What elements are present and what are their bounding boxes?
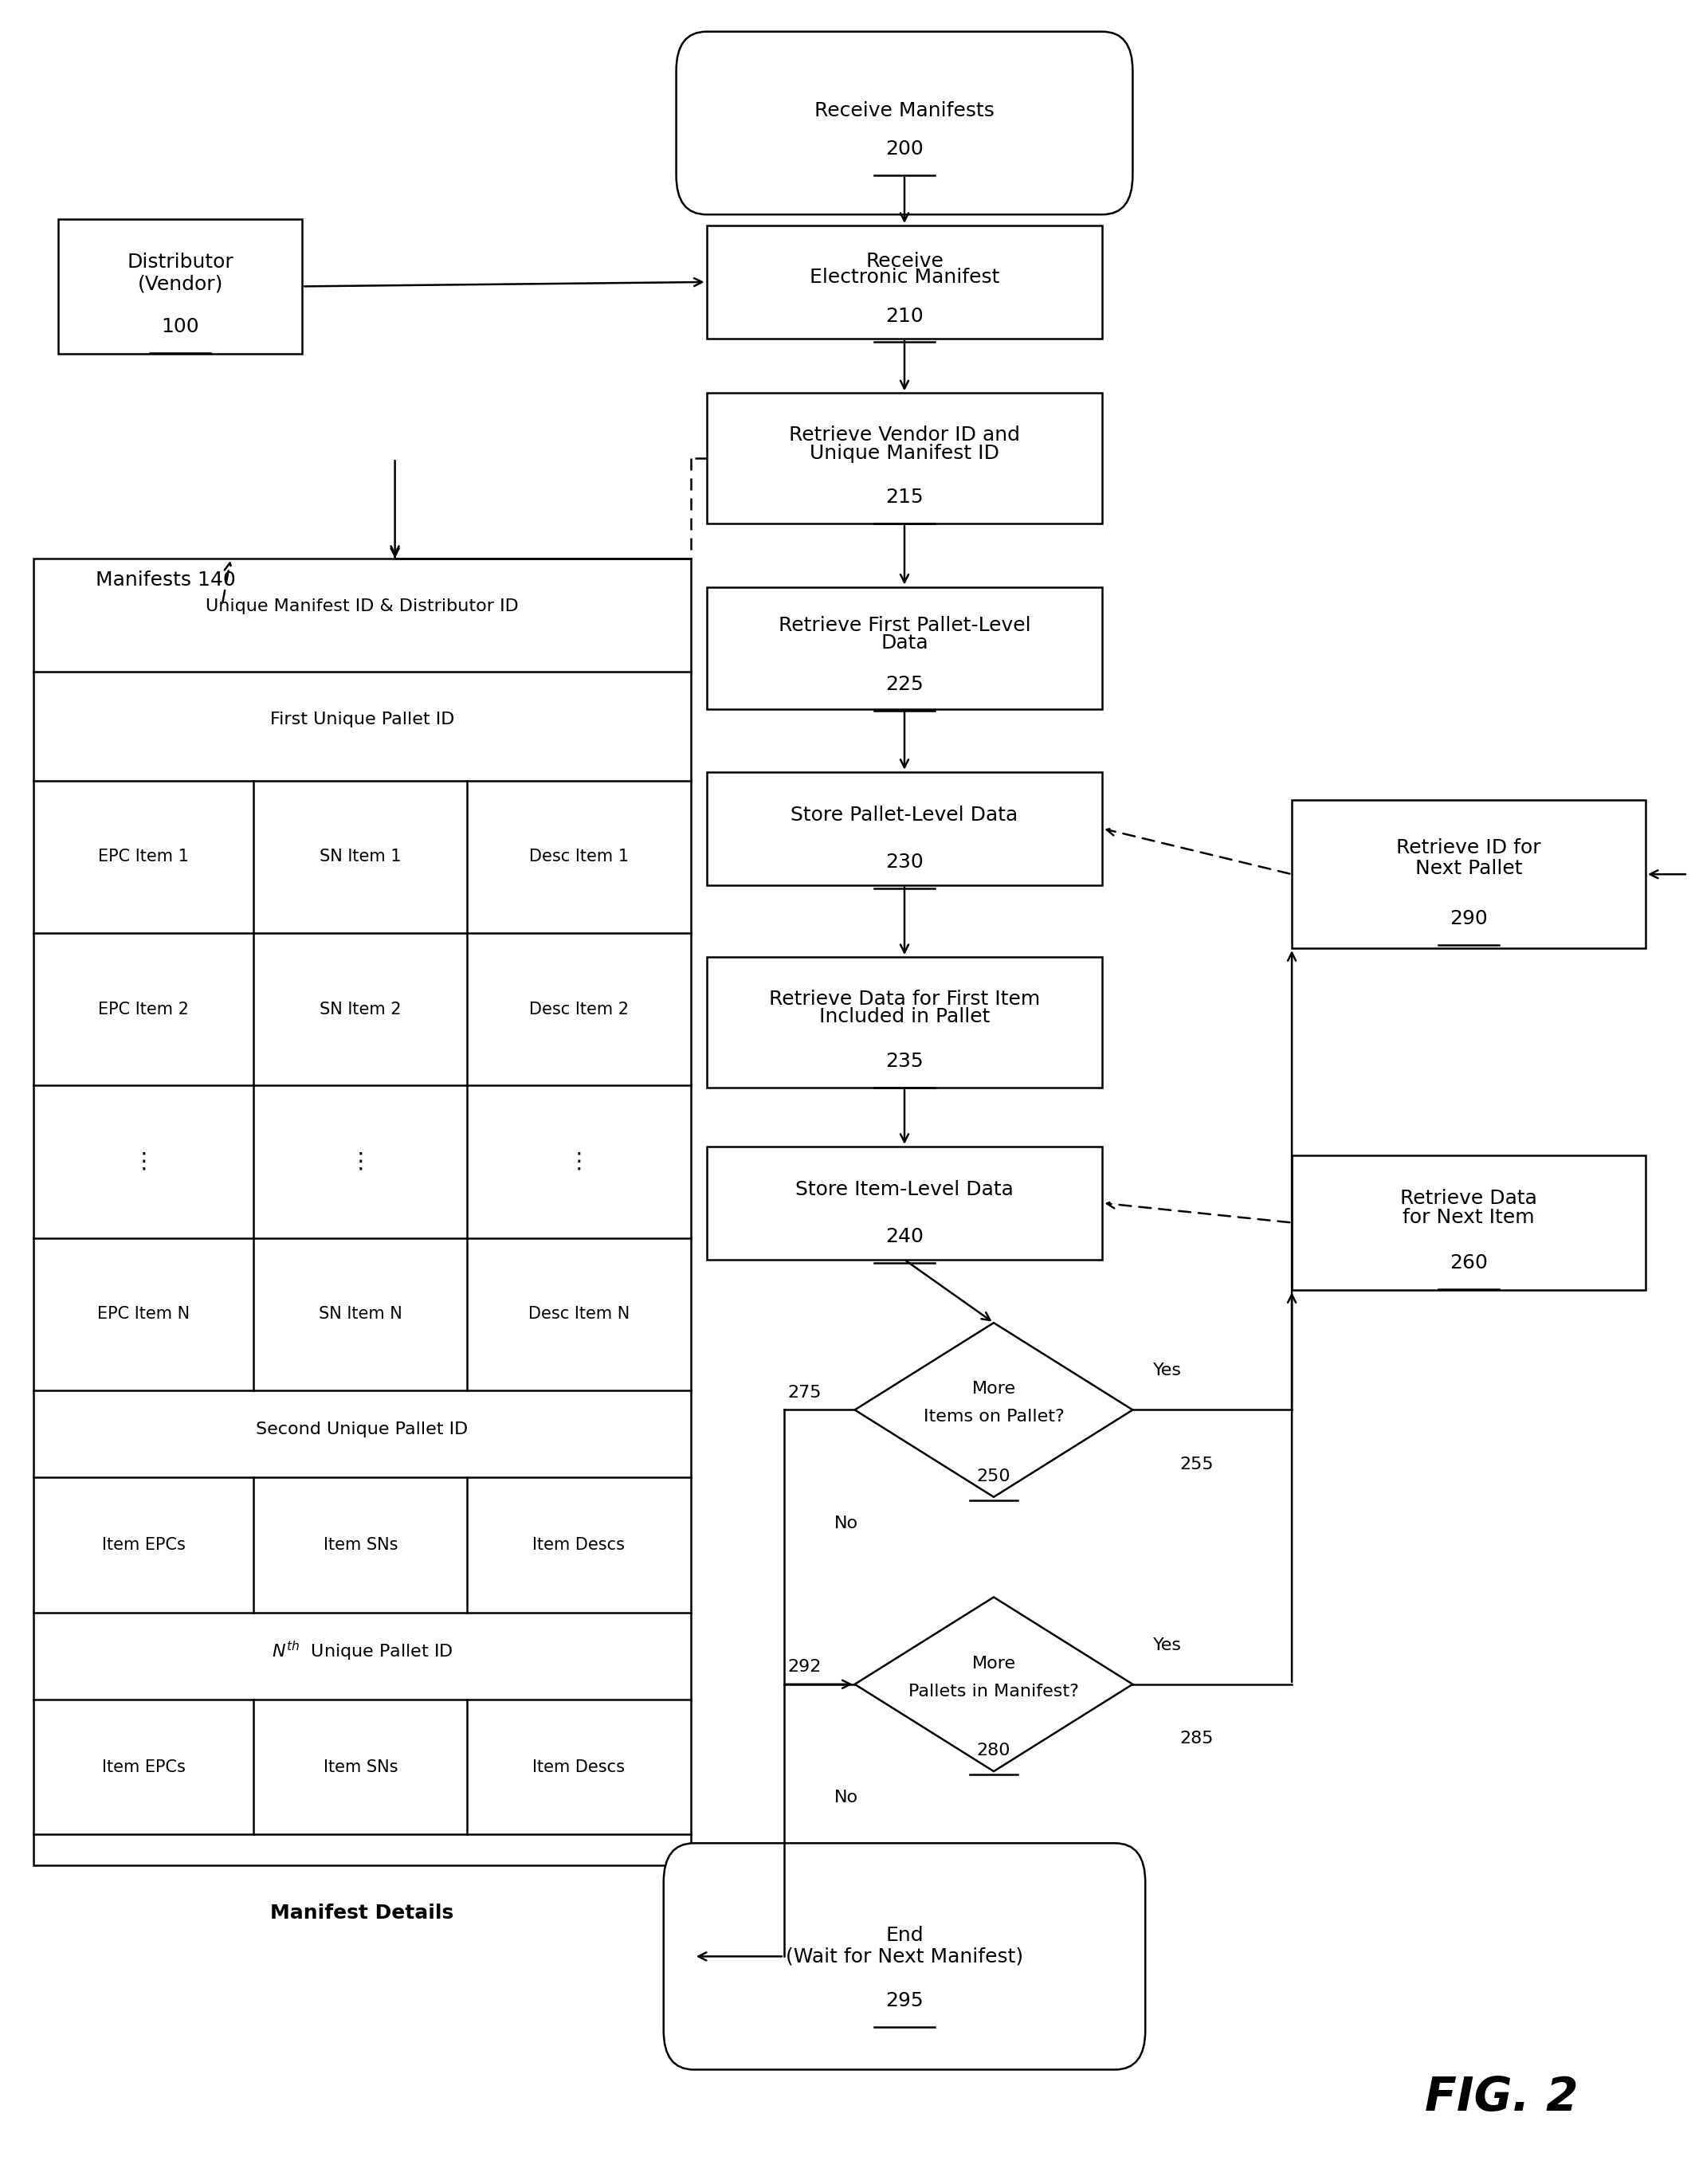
Text: Item EPCs: Item EPCs	[101, 1758, 186, 1776]
Bar	[707, 225, 1103, 339]
Text: EPC Item 1: EPC Item 1	[98, 850, 189, 865]
Text: ⋮: ⋮	[132, 1151, 154, 1173]
Text: $N^{th}$  Unique Pallet ID: $N^{th}$ Unique Pallet ID	[271, 1640, 453, 1664]
Bar	[707, 587, 1103, 710]
Text: More: More	[972, 1380, 1016, 1398]
Text: No: No	[835, 1516, 859, 1531]
FancyBboxPatch shape	[676, 31, 1133, 214]
Text: Manifest Details: Manifest Details	[271, 1902, 453, 1922]
Text: 215: 215	[886, 487, 923, 507]
Text: 235: 235	[886, 1053, 923, 1070]
Text: 280: 280	[977, 1743, 1011, 1758]
Text: Items on Pallet?: Items on Pallet?	[923, 1409, 1064, 1424]
Bar	[1292, 1155, 1645, 1291]
Text: Item Descs: Item Descs	[533, 1538, 626, 1553]
Text: (Wait for Next Manifest): (Wait for Next Manifest)	[786, 1946, 1023, 1966]
Text: Unique Manifest ID & Distributor ID: Unique Manifest ID & Distributor ID	[206, 598, 519, 614]
Text: Receive Manifests: Receive Manifests	[815, 100, 994, 120]
Text: Item EPCs: Item EPCs	[101, 1538, 186, 1553]
Text: Yes: Yes	[1153, 1638, 1182, 1653]
Text: Next Pallet: Next Pallet	[1415, 858, 1522, 878]
FancyBboxPatch shape	[663, 1843, 1145, 2070]
Text: 295: 295	[886, 1992, 923, 2011]
Bar	[707, 1147, 1103, 1260]
Text: 260: 260	[1449, 1254, 1488, 1273]
Text: Unique Manifest ID: Unique Manifest ID	[810, 443, 999, 463]
Bar	[707, 393, 1103, 524]
Text: 240: 240	[886, 1227, 923, 1247]
Text: 285: 285	[1180, 1730, 1214, 1747]
Bar	[1292, 799, 1645, 948]
Bar	[34, 559, 690, 1865]
Text: Yes: Yes	[1153, 1363, 1182, 1378]
Text: EPC Item N: EPC Item N	[98, 1306, 189, 1321]
Text: Desc Item N: Desc Item N	[528, 1306, 629, 1321]
Text: Store Item-Level Data: Store Item-Level Data	[795, 1179, 1013, 1199]
Text: for Next Item: for Next Item	[1404, 1208, 1535, 1227]
Text: Data: Data	[881, 633, 928, 653]
Text: Retrieve Vendor ID and: Retrieve Vendor ID and	[790, 426, 1020, 443]
Text: SN Item 2: SN Item 2	[320, 1000, 401, 1018]
Text: FIG. 2: FIG. 2	[1426, 2075, 1578, 2121]
Text: Desc Item 2: Desc Item 2	[529, 1000, 629, 1018]
Text: 290: 290	[1449, 909, 1488, 928]
Text: Desc Item 1: Desc Item 1	[529, 850, 629, 865]
Text: Receive: Receive	[866, 251, 944, 271]
Text: 255: 255	[1180, 1457, 1214, 1472]
Text: SN Item 1: SN Item 1	[320, 850, 401, 865]
Text: Pallets in Manifest?: Pallets in Manifest?	[908, 1684, 1079, 1699]
Text: 230: 230	[886, 854, 923, 871]
Text: Retrieve First Pallet-Level: Retrieve First Pallet-Level	[778, 616, 1030, 636]
Text: Manifests 140: Manifests 140	[96, 570, 237, 590]
Text: 100: 100	[161, 317, 200, 336]
Text: Retrieve Data: Retrieve Data	[1400, 1188, 1537, 1208]
Text: Item SNs: Item SNs	[323, 1758, 397, 1776]
Bar	[707, 771, 1103, 885]
Text: EPC Item 2: EPC Item 2	[98, 1000, 189, 1018]
Text: Item SNs: Item SNs	[323, 1538, 397, 1553]
Text: 210: 210	[886, 306, 923, 325]
Text: Store Pallet-Level Data: Store Pallet-Level Data	[791, 806, 1018, 826]
Text: Retrieve ID for: Retrieve ID for	[1397, 839, 1541, 856]
Text: No: No	[835, 1789, 859, 1806]
Polygon shape	[854, 1324, 1133, 1496]
Text: 225: 225	[886, 675, 923, 695]
Text: First Unique Pallet ID: First Unique Pallet ID	[271, 712, 455, 727]
Bar	[57, 218, 303, 354]
Text: 200: 200	[886, 140, 923, 159]
Text: (Vendor): (Vendor)	[137, 275, 223, 293]
Text: More: More	[972, 1655, 1016, 1671]
Text: Second Unique Pallet ID: Second Unique Pallet ID	[255, 1422, 468, 1437]
Bar	[707, 957, 1103, 1088]
Text: 275: 275	[788, 1385, 822, 1400]
Text: SN Item N: SN Item N	[318, 1306, 402, 1321]
Text: ⋮: ⋮	[350, 1151, 372, 1173]
Text: End: End	[886, 1926, 923, 1946]
Text: ⋮: ⋮	[568, 1151, 590, 1173]
Polygon shape	[854, 1597, 1133, 1771]
Text: Item Descs: Item Descs	[533, 1758, 626, 1776]
Text: Included in Pallet: Included in Pallet	[818, 1007, 989, 1026]
Text: Retrieve Data for First Item: Retrieve Data for First Item	[769, 989, 1040, 1009]
Text: Electronic Manifest: Electronic Manifest	[810, 269, 999, 286]
Text: Distributor: Distributor	[127, 253, 233, 271]
Text: 250: 250	[977, 1468, 1011, 1485]
Text: 292: 292	[788, 1660, 822, 1675]
